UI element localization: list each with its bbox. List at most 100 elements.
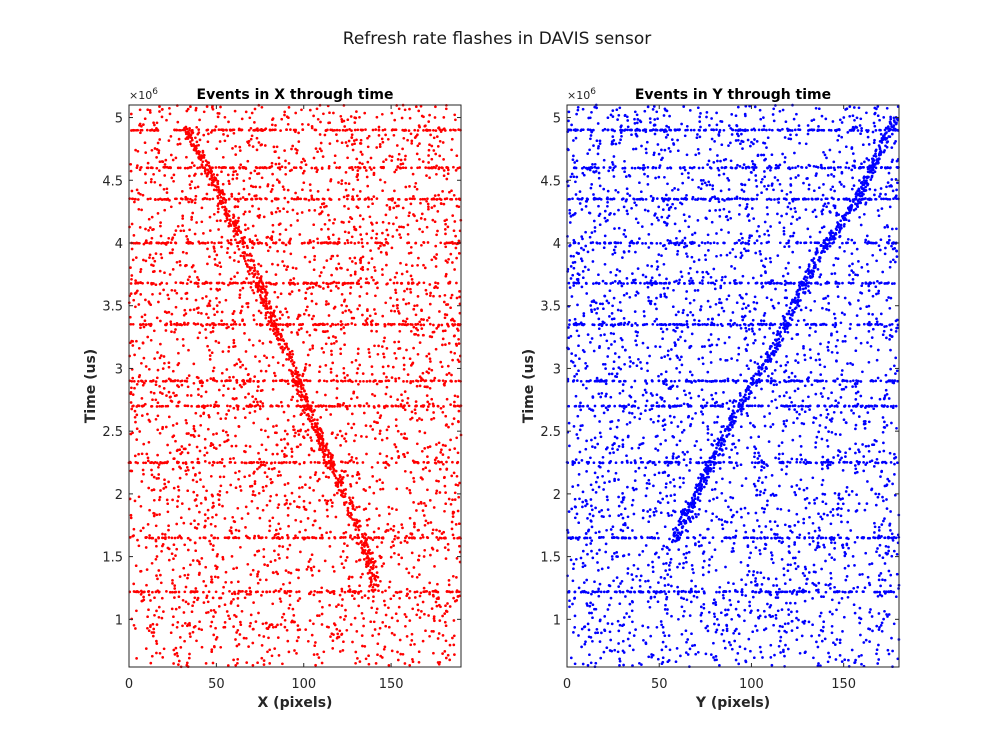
- scatter-point: [297, 568, 300, 572]
- scatter-point: [446, 303, 450, 306]
- scatter-point: [275, 145, 279, 149]
- scatter-point: [302, 181, 306, 185]
- scatter-point: [354, 433, 358, 437]
- scatter-point: [444, 656, 448, 660]
- scatter-point: [181, 598, 185, 602]
- scatter-point: [215, 188, 219, 192]
- scatter-point: [341, 649, 345, 652]
- scatter-point: [393, 275, 397, 279]
- scatter-point: [383, 243, 386, 247]
- scatter-point: [371, 319, 374, 323]
- scatter-point: [437, 662, 441, 666]
- scatter-point: [347, 308, 351, 312]
- scatter-point: [156, 351, 159, 354]
- scatter-point: [348, 166, 351, 170]
- scatter-point: [154, 252, 158, 255]
- scatter-point: [183, 573, 187, 577]
- scatter-point: [361, 461, 365, 464]
- scatter-point: [138, 123, 141, 127]
- scatter-point: [212, 504, 215, 508]
- scatter-point: [392, 544, 395, 547]
- scatter-point: [406, 401, 409, 405]
- scatter-point: [332, 622, 336, 625]
- scatter-point: [444, 424, 448, 427]
- scatter-point: [218, 460, 222, 464]
- scatter-point: [227, 283, 230, 287]
- scatter-point: [352, 139, 356, 142]
- scatter-point: [139, 570, 142, 573]
- scatter-point: [415, 419, 419, 422]
- scatter-point: [228, 218, 232, 222]
- scatter-point: [425, 129, 429, 132]
- scatter-point: [157, 473, 161, 476]
- scatter-point: [213, 313, 216, 317]
- scatter-point: [377, 344, 380, 348]
- scatter-point: [361, 644, 364, 648]
- scatter-point: [440, 365, 444, 369]
- scatter-point: [276, 249, 279, 253]
- scatter-point: [327, 476, 331, 479]
- scatter-point: [296, 317, 299, 321]
- scatter-point: [236, 197, 239, 201]
- scatter-point: [281, 662, 284, 666]
- scatter-point: [135, 413, 139, 417]
- scatter-point: [342, 470, 346, 473]
- scatter-point: [239, 620, 242, 624]
- scatter-point: [381, 273, 384, 277]
- scatter-point: [443, 316, 447, 320]
- scatter-point: [405, 348, 408, 352]
- scatter-point: [432, 404, 435, 408]
- scatter-point: [448, 448, 452, 452]
- scatter-point: [361, 372, 365, 375]
- scatter-point: [279, 473, 282, 477]
- scatter-point: [314, 471, 318, 474]
- scatter-point: [234, 486, 238, 490]
- scatter-point: [430, 197, 434, 201]
- scatter-point: [326, 499, 330, 503]
- scatter-point: [150, 405, 153, 408]
- scatter-point: [447, 497, 451, 501]
- scatter-point: [348, 292, 352, 295]
- scatter-point: [137, 375, 141, 379]
- scatter-point: [372, 530, 376, 534]
- scatter-point: [380, 268, 384, 271]
- scatter-point: [213, 257, 217, 261]
- scatter-point: [263, 563, 266, 566]
- scatter-point: [436, 404, 440, 408]
- scatter-point: [408, 619, 412, 622]
- scatter-point: [292, 361, 296, 364]
- scatter-point: [332, 378, 335, 382]
- scatter-point: [213, 250, 217, 253]
- scatter-point: [150, 536, 154, 540]
- scatter-point: [367, 205, 370, 209]
- scatter-point: [237, 128, 241, 132]
- scatter-point: [308, 333, 312, 337]
- scatter-point: [258, 339, 261, 343]
- scatter-point: [285, 502, 288, 505]
- scatter-point: [170, 238, 174, 241]
- scatter-point: [353, 404, 357, 408]
- scatter-point: [141, 281, 144, 285]
- scatter-point: [129, 112, 133, 116]
- scatter-point: [150, 561, 154, 565]
- scatter-point: [347, 220, 351, 224]
- scatter-point: [285, 352, 289, 356]
- scatter-point: [155, 513, 159, 517]
- scatter-point: [250, 111, 254, 115]
- scatter-point: [347, 281, 350, 285]
- scatter-point: [242, 212, 246, 216]
- scatter-point: [286, 200, 290, 204]
- scatter-point: [331, 647, 335, 650]
- scatter-point: [266, 249, 270, 253]
- scatter-point: [188, 652, 191, 656]
- scatter-point: [309, 436, 313, 439]
- scatter-point: [334, 469, 338, 473]
- scatter-point: [292, 414, 296, 418]
- scatter-point: [128, 536, 132, 539]
- scatter-point: [318, 447, 322, 450]
- scatter-point: [266, 650, 269, 654]
- scatter-point: [322, 379, 326, 383]
- scatter-point: [268, 300, 271, 303]
- scatter-point: [158, 651, 162, 655]
- scatter-point: [351, 168, 355, 171]
